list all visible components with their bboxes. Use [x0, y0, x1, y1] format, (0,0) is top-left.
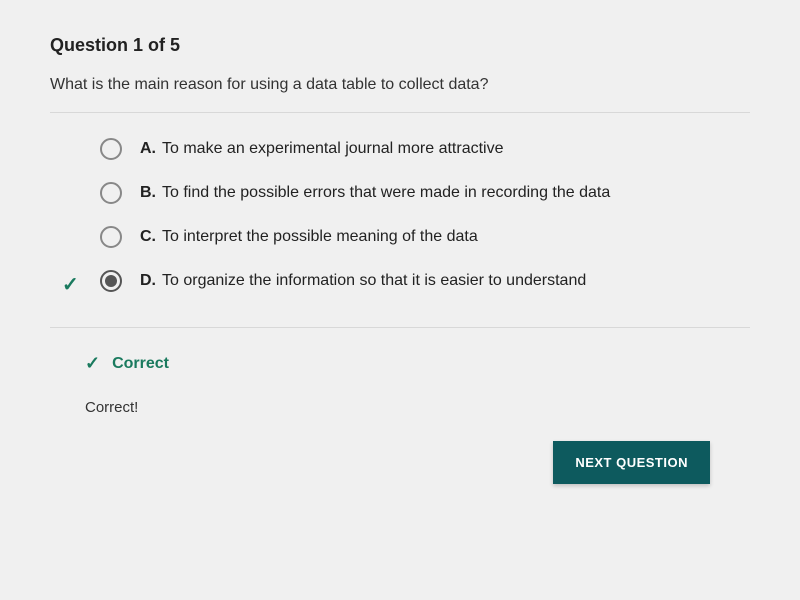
checkmark-icon: ✓: [62, 272, 79, 297]
button-row: NEXT QUESTION: [50, 441, 750, 484]
feedback-status: ✓ Correct: [85, 353, 750, 374]
option-letter: D.: [140, 272, 156, 289]
question-number-heading: Question 1 of 5: [50, 35, 750, 56]
option-label: A. To make an experimental journal more a…: [140, 140, 504, 158]
option-label: D. To organize the information so that it…: [140, 272, 586, 290]
option-text: To find the possible errors that were ma…: [162, 184, 610, 201]
option-letter: B.: [140, 184, 156, 201]
option-label: C. To interpret the possible meaning of t…: [140, 228, 478, 246]
radio-icon-selected: [100, 270, 122, 292]
next-question-button[interactable]: NEXT QUESTION: [553, 441, 710, 484]
radio-icon: [100, 226, 122, 248]
option-letter: A.: [140, 140, 156, 157]
radio-icon: [100, 138, 122, 160]
checkmark-icon: ✓: [85, 353, 100, 374]
option-d-row[interactable]: ✓ D.To organize the information so that …: [100, 270, 750, 292]
options-container: A. To make an experimental journal more a…: [50, 113, 750, 327]
option-text: To organize the information so that it i…: [162, 272, 586, 289]
feedback-message: Correct!: [85, 399, 750, 416]
option-letter: C.: [140, 228, 156, 245]
option-label: B. To find the possible errors that were …: [140, 184, 610, 202]
option-b-row[interactable]: B. To find the possible errors that were …: [100, 182, 750, 204]
question-text: What is the main reason for using a data…: [50, 76, 750, 94]
option-text: To make an experimental journal more att…: [162, 140, 504, 157]
option-text: To interpret the possible meaning of the…: [162, 228, 478, 245]
option-a-row[interactable]: A. To make an experimental journal more a…: [100, 138, 750, 160]
feedback-status-label: Correct: [112, 355, 169, 373]
feedback-section: ✓ Correct Correct!: [50, 328, 750, 416]
option-c-row[interactable]: C. To interpret the possible meaning of t…: [100, 226, 750, 248]
radio-icon: [100, 182, 122, 204]
